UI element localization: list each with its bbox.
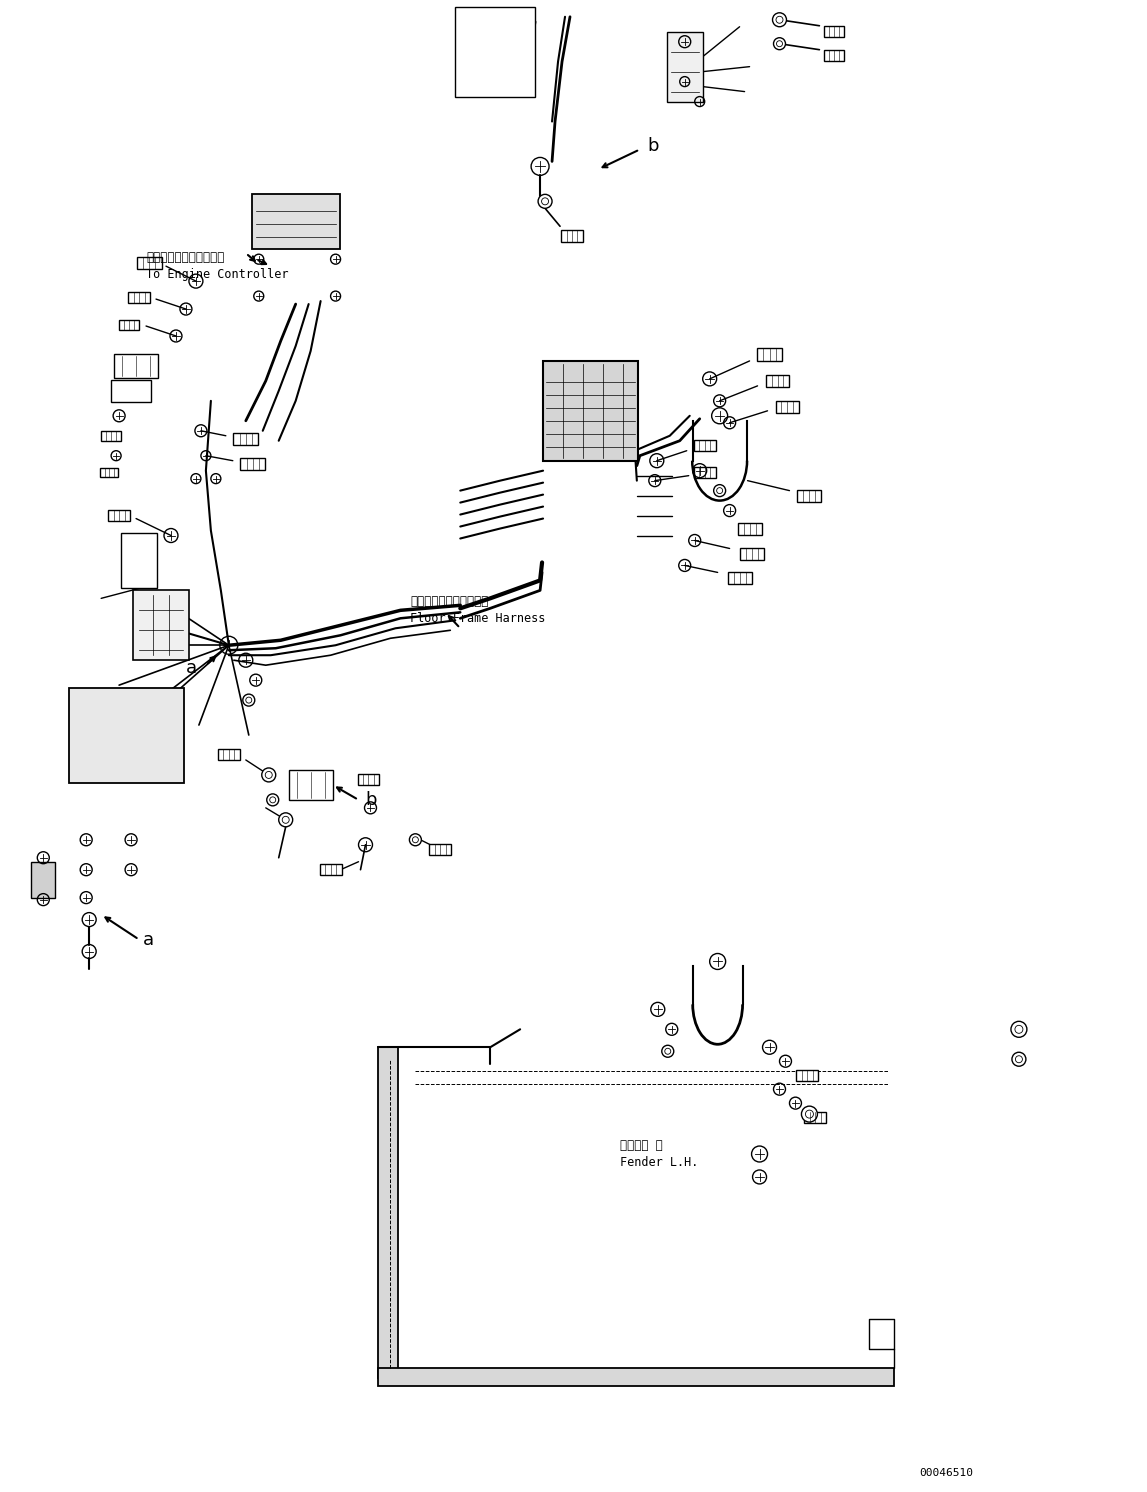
Bar xyxy=(320,864,342,876)
Bar xyxy=(796,1070,819,1080)
Bar xyxy=(825,51,844,61)
Bar xyxy=(136,257,162,269)
Circle shape xyxy=(662,1046,673,1058)
Bar xyxy=(218,749,240,761)
FancyBboxPatch shape xyxy=(133,591,189,659)
Bar xyxy=(804,1112,826,1122)
FancyBboxPatch shape xyxy=(252,194,340,249)
Bar xyxy=(233,433,258,445)
Circle shape xyxy=(267,794,279,806)
FancyBboxPatch shape xyxy=(111,380,151,401)
Circle shape xyxy=(262,768,275,782)
FancyBboxPatch shape xyxy=(114,354,158,377)
Bar xyxy=(727,573,751,585)
FancyBboxPatch shape xyxy=(31,862,55,898)
Circle shape xyxy=(243,694,255,706)
Bar xyxy=(694,440,716,451)
Circle shape xyxy=(802,1106,818,1122)
FancyBboxPatch shape xyxy=(69,688,184,783)
Bar xyxy=(119,321,139,330)
FancyBboxPatch shape xyxy=(455,7,536,97)
Text: b: b xyxy=(366,791,377,809)
Bar xyxy=(694,467,716,477)
Circle shape xyxy=(409,834,421,846)
Text: フェンダ 左
Fender L.H.: フェンダ 左 Fender L.H. xyxy=(619,1138,699,1170)
Bar xyxy=(108,510,130,521)
Bar xyxy=(797,489,821,501)
Text: a: a xyxy=(186,659,197,677)
Bar xyxy=(101,431,122,440)
Bar xyxy=(738,522,762,534)
Bar xyxy=(241,458,265,470)
Bar xyxy=(765,374,789,386)
FancyBboxPatch shape xyxy=(666,31,703,101)
Text: エンジンコントローラへ
To Engine Controller: エンジンコントローラへ To Engine Controller xyxy=(146,251,289,280)
Bar xyxy=(358,774,380,785)
Bar xyxy=(128,291,150,303)
Bar xyxy=(100,468,118,477)
Text: b: b xyxy=(648,137,660,155)
Bar xyxy=(561,230,583,242)
Text: 00046510: 00046510 xyxy=(919,1468,973,1479)
Bar xyxy=(775,401,799,413)
Text: a: a xyxy=(143,931,154,949)
FancyBboxPatch shape xyxy=(289,770,333,800)
Bar xyxy=(740,549,764,561)
Bar xyxy=(429,844,451,855)
Polygon shape xyxy=(379,1047,398,1379)
FancyBboxPatch shape xyxy=(543,361,638,461)
Circle shape xyxy=(773,37,786,49)
Bar xyxy=(825,27,844,37)
FancyBboxPatch shape xyxy=(122,533,157,588)
Circle shape xyxy=(279,813,292,827)
Circle shape xyxy=(538,194,552,209)
Circle shape xyxy=(1012,1052,1025,1067)
Text: フロアフレームハーネス
Floor Frame Harness: フロアフレームハーネス Floor Frame Harness xyxy=(411,595,546,625)
Bar xyxy=(757,349,782,361)
Circle shape xyxy=(713,485,726,497)
Circle shape xyxy=(1011,1022,1027,1037)
Circle shape xyxy=(773,13,787,27)
Polygon shape xyxy=(379,1368,895,1386)
